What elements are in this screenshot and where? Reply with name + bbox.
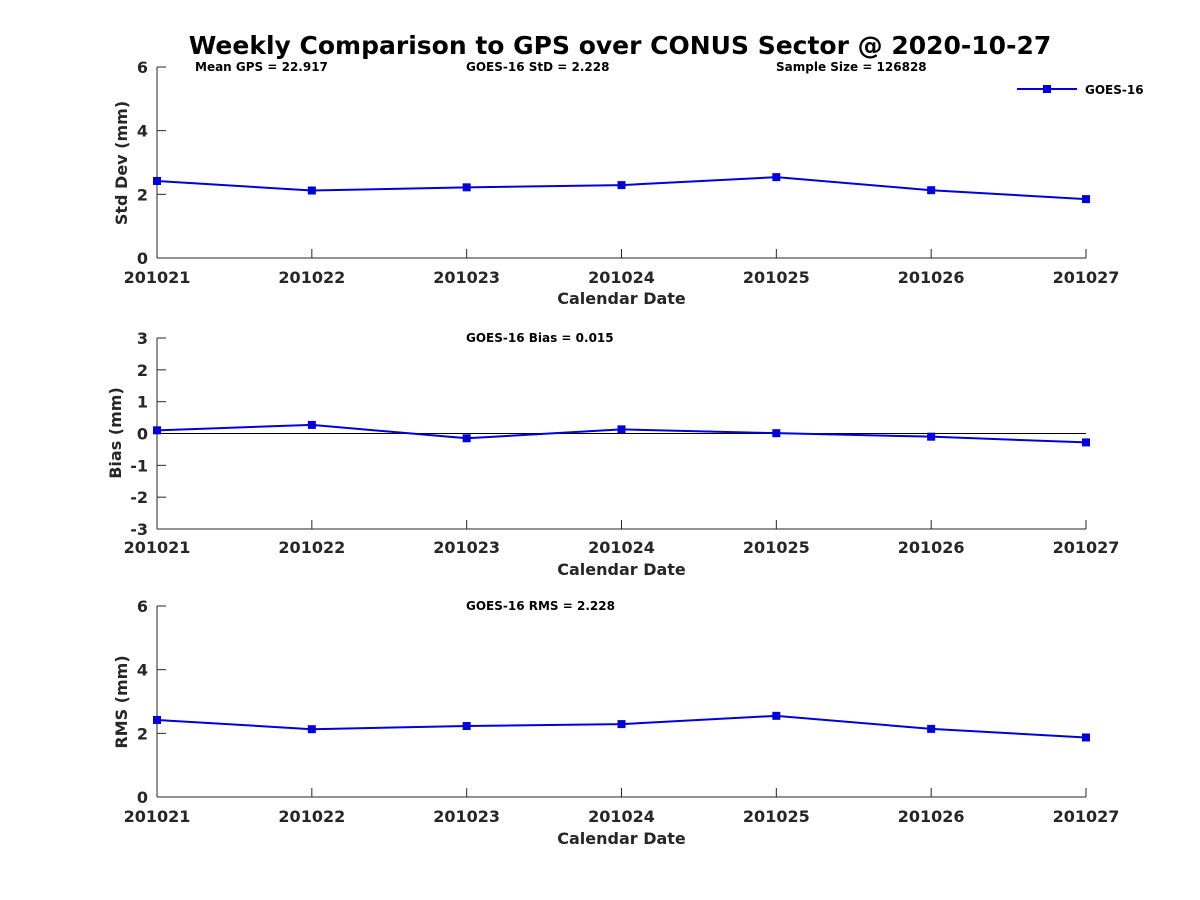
x-tick-label: 201022 bbox=[278, 807, 345, 826]
chart-title: Weekly Comparison to GPS over CONUS Sect… bbox=[189, 31, 1052, 60]
x-tick-label: 201025 bbox=[743, 807, 810, 826]
y-tick-label: 2 bbox=[137, 185, 148, 204]
data-point bbox=[927, 186, 936, 195]
stat-annotation: Mean GPS = 22.917 bbox=[195, 60, 328, 74]
panel-rms: 0 2 4 6 201021 201022 201023 201024 201025 201026… bbox=[112, 597, 1119, 848]
stat-annotation: GOES-16 Bias = 0.015 bbox=[466, 331, 614, 345]
x-tick-label: 201023 bbox=[433, 538, 500, 557]
y-axis-label: Std Dev (mm) bbox=[112, 101, 131, 225]
y-tick-label: 6 bbox=[137, 58, 148, 77]
data-point bbox=[1082, 733, 1090, 742]
y-tick-label: -2 bbox=[130, 488, 148, 507]
y-tick-label: 0 bbox=[137, 425, 148, 444]
data-point bbox=[617, 720, 626, 729]
x-tick-label: 201027 bbox=[1053, 538, 1120, 557]
panel-std: 0 2 4 6 201021 201022 201023 201024 201025 201026… bbox=[112, 58, 1144, 308]
data-point bbox=[617, 181, 626, 190]
y-tick-label: -1 bbox=[130, 456, 148, 475]
x-axis-label: Calendar Date bbox=[557, 289, 686, 308]
data-point bbox=[927, 724, 936, 733]
x-tick-label: 201027 bbox=[1053, 807, 1120, 826]
x-tick-label: 201025 bbox=[743, 538, 810, 557]
x-tick-label: 201021 bbox=[124, 268, 191, 287]
x-tick-label: 201021 bbox=[124, 807, 191, 826]
data-point bbox=[307, 186, 316, 195]
x-tick-label: 201027 bbox=[1053, 268, 1120, 287]
x-tick-label: 201026 bbox=[898, 807, 965, 826]
x-tick-label: 201022 bbox=[278, 538, 345, 557]
data-point bbox=[462, 183, 471, 192]
data-point bbox=[153, 715, 161, 724]
y-tick-label: 4 bbox=[137, 661, 148, 680]
data-point bbox=[307, 420, 316, 429]
x-tick-label: 201026 bbox=[898, 538, 965, 557]
data-point bbox=[617, 425, 626, 434]
x-tick-label: 201024 bbox=[588, 807, 655, 826]
data-point bbox=[462, 722, 471, 731]
x-tick-label: 201026 bbox=[898, 268, 965, 287]
x-tick-label: 201024 bbox=[588, 268, 655, 287]
stat-annotation: GOES-16 RMS = 2.228 bbox=[466, 599, 615, 613]
legend: GOES-16 bbox=[1017, 83, 1144, 97]
y-axis-label: RMS (mm) bbox=[112, 655, 131, 748]
data-point bbox=[153, 426, 161, 435]
y-axis-label: Bias (mm) bbox=[106, 387, 125, 479]
data-point bbox=[927, 432, 936, 441]
x-tick-label: 201021 bbox=[124, 538, 191, 557]
x-tick-label: 201024 bbox=[588, 538, 655, 557]
y-tick-label: -3 bbox=[130, 520, 148, 539]
x-tick-label: 201023 bbox=[433, 807, 500, 826]
data-point bbox=[462, 434, 471, 443]
data-point bbox=[772, 429, 781, 438]
x-tick-label: 201022 bbox=[278, 268, 345, 287]
data-point bbox=[307, 725, 316, 734]
panel-bias: -3 -2 -1 0 1 2 3 201021 201022 201023 201024 201025… bbox=[106, 329, 1119, 579]
y-tick-label: 0 bbox=[137, 249, 148, 268]
legend-marker bbox=[1043, 85, 1051, 93]
y-tick-label: 3 bbox=[137, 329, 148, 348]
legend-label: GOES-16 bbox=[1085, 83, 1144, 97]
data-point bbox=[153, 176, 161, 185]
data-point bbox=[772, 711, 781, 720]
y-tick-label: 2 bbox=[137, 361, 148, 380]
x-axis-label: Calendar Date bbox=[557, 829, 686, 848]
y-tick-label: 2 bbox=[137, 724, 148, 743]
y-tick-label: 4 bbox=[137, 122, 148, 141]
data-point bbox=[1082, 195, 1090, 204]
x-tick-label: 201023 bbox=[433, 268, 500, 287]
x-axis-label: Calendar Date bbox=[557, 560, 686, 579]
stat-annotation: Sample Size = 126828 bbox=[776, 60, 927, 74]
data-point bbox=[1082, 438, 1090, 447]
y-tick-label: 0 bbox=[137, 788, 148, 807]
x-tick-label: 201025 bbox=[743, 268, 810, 287]
data-point bbox=[772, 173, 781, 182]
y-tick-label: 6 bbox=[137, 597, 148, 616]
y-tick-label: 1 bbox=[137, 393, 148, 412]
stat-annotation: GOES-16 StD = 2.228 bbox=[466, 60, 609, 74]
